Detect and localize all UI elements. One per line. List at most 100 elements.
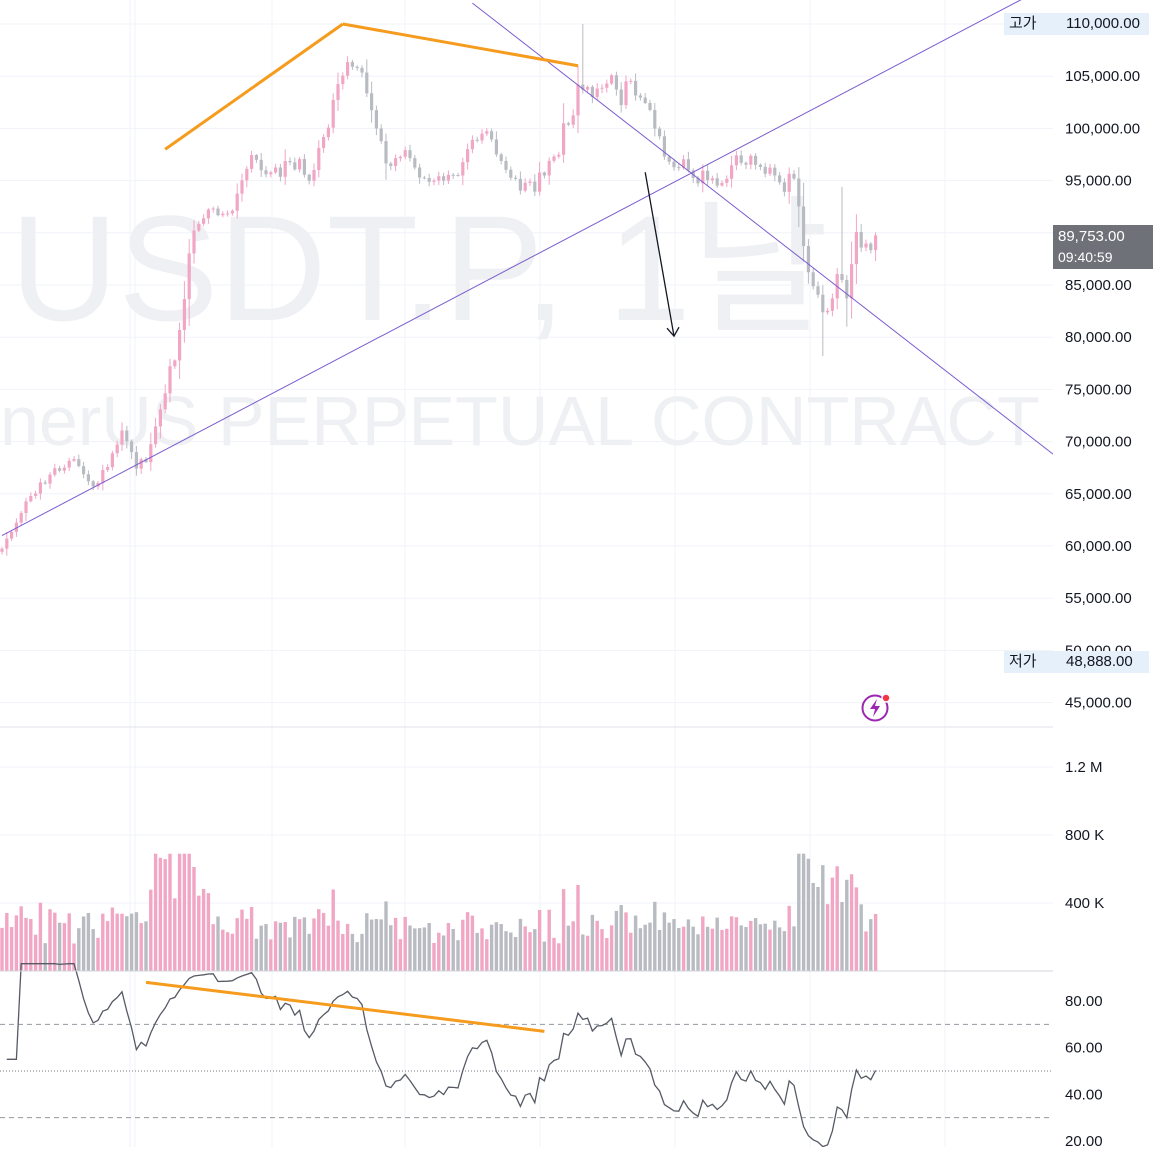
volume-bar	[264, 924, 268, 971]
candle-body	[360, 67, 364, 73]
volume-bar	[523, 926, 527, 971]
candle-body	[158, 409, 162, 427]
candle-body	[562, 123, 566, 155]
volume-bar	[427, 923, 431, 971]
candle-body	[566, 123, 570, 125]
candle-body	[528, 181, 532, 183]
volume-bar	[269, 939, 273, 971]
volume-bar	[725, 928, 729, 971]
candle-body	[202, 218, 206, 224]
candle-body	[24, 501, 28, 514]
candle-body	[778, 175, 782, 183]
volume-bar	[53, 912, 57, 971]
candle-body	[840, 273, 844, 280]
volume-bar	[542, 941, 547, 971]
volume-bar	[139, 923, 143, 971]
volume-bar	[657, 929, 662, 971]
candle-body	[710, 178, 714, 181]
candle-body	[677, 167, 681, 169]
volume-bar	[629, 932, 633, 971]
last-price-tag: 89,753.00 09:40:59	[1053, 225, 1153, 269]
candle-body	[869, 243, 873, 251]
candle-body	[485, 131, 489, 134]
candle-body	[245, 168, 249, 181]
alert-bolt-icon[interactable]	[861, 692, 891, 722]
volume-bar	[317, 909, 321, 971]
candle-body	[187, 253, 191, 300]
volume-bar	[873, 913, 878, 971]
volume-bar	[48, 909, 52, 971]
volume-bar	[278, 922, 283, 971]
candle-body	[432, 180, 436, 182]
volume-bar	[240, 909, 244, 971]
candle-body	[552, 156, 556, 161]
volume-bar	[163, 859, 167, 971]
volume-bar	[336, 920, 340, 971]
countdown-timer: 09:40:59	[1058, 249, 1113, 265]
candle-body	[350, 62, 354, 67]
candle-body	[706, 170, 710, 181]
volume-bar	[835, 866, 839, 971]
falling-trendline	[472, 2, 1054, 455]
volume-bar	[710, 928, 715, 971]
candle-body	[163, 393, 167, 410]
candle-body	[5, 538, 9, 549]
volume-bar	[326, 925, 331, 971]
volume-bar	[379, 919, 383, 971]
candle-body	[418, 167, 422, 178]
volume-bar	[581, 934, 585, 971]
volume-bar	[206, 893, 211, 971]
volume-bar	[787, 905, 791, 971]
volume-bar	[590, 914, 595, 971]
volume-bar	[374, 919, 379, 971]
volume-bar	[14, 915, 19, 971]
volume-bar	[81, 916, 86, 971]
volume-bar	[105, 921, 110, 971]
rising-trendline	[1, 0, 1022, 537]
volume-bar	[110, 907, 115, 971]
candle-body	[470, 139, 474, 150]
volume-bar	[585, 935, 590, 971]
volume-bar	[696, 934, 700, 971]
candle-body	[758, 164, 762, 167]
volume-bar	[293, 916, 297, 971]
candle-body	[82, 466, 86, 475]
candle-body	[154, 426, 158, 445]
volume-bar	[782, 931, 787, 971]
candle-body	[629, 80, 633, 82]
candle-body	[730, 165, 734, 179]
low-label-value: 48,888.00	[1066, 653, 1133, 670]
volume-bar	[552, 937, 556, 971]
candle-body	[437, 176, 441, 181]
volume-bar	[691, 926, 695, 971]
volume-bar	[389, 925, 393, 971]
volume-bar	[173, 898, 177, 971]
low-label-text: 저가	[1009, 653, 1037, 670]
volume-bar	[475, 932, 479, 971]
volume-bar	[504, 931, 508, 971]
volume-bar	[753, 918, 758, 971]
candlestick-series[interactable]	[0, 24, 878, 556]
volume-bar	[129, 913, 134, 971]
volume-bar	[537, 909, 542, 971]
volume-bar	[859, 904, 863, 971]
volume-bar	[595, 920, 599, 971]
candle-body	[648, 103, 652, 110]
candle-body	[178, 329, 182, 361]
price-axis-panel[interactable]: 105,000.00 100,000.00 95,000.00 85,000.00 80…	[1053, 0, 1169, 1150]
candle-body	[274, 167, 278, 173]
volume-bar	[571, 921, 575, 971]
candle-body	[302, 159, 306, 175]
volume-bar	[0, 927, 4, 971]
volume-bar	[816, 886, 820, 971]
candle-body	[422, 177, 426, 179]
price-tick-label: 85,000.00	[1065, 277, 1132, 294]
candle-body	[696, 177, 700, 184]
volume-bar	[125, 916, 129, 971]
volume-bar	[115, 913, 119, 971]
candle-body	[725, 178, 729, 183]
price-tick-label: 45,000.00	[1065, 695, 1132, 712]
drawings[interactable]	[1, 0, 1054, 1033]
